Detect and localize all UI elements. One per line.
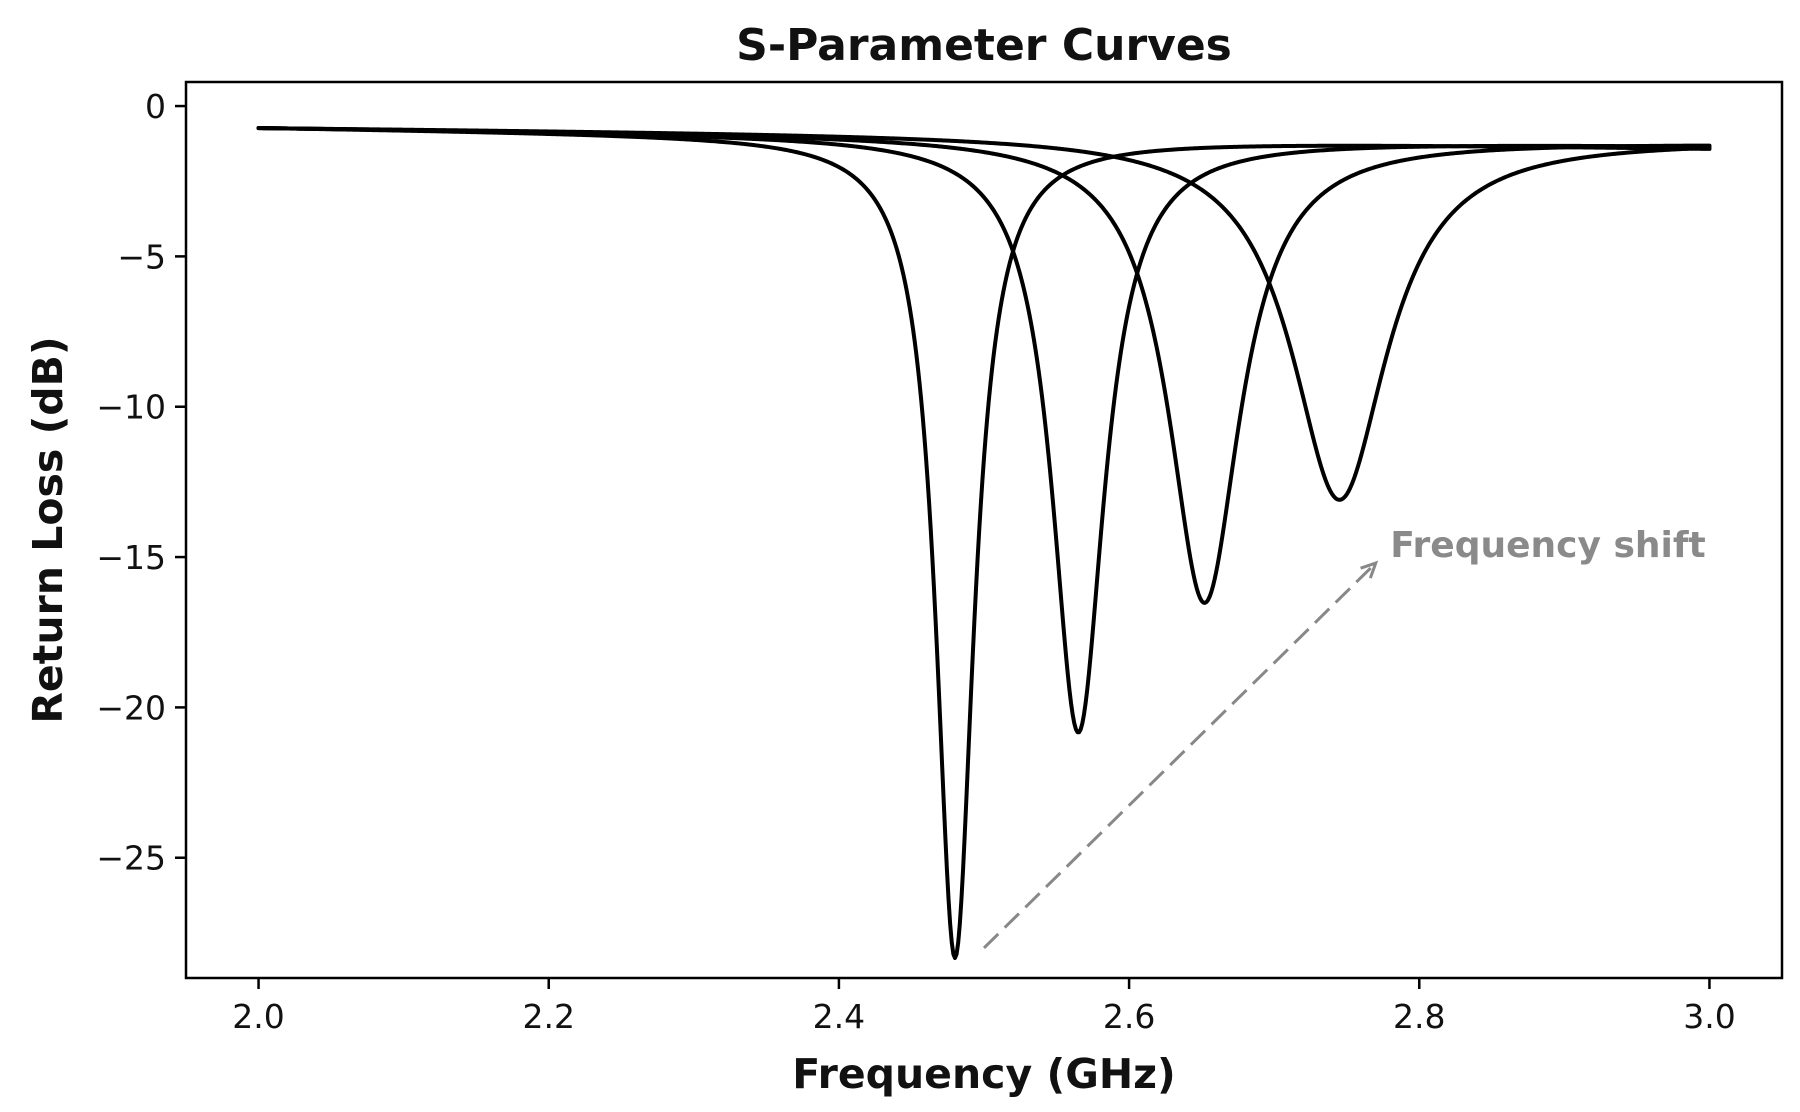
x-axis: 2.0 2.2 2.4 2.6 2.8 3.0 — [232, 978, 1736, 1036]
y-tick-label: −20 — [96, 688, 166, 727]
plot-frame — [184, 80, 1784, 980]
x-tick-label: 2.6 — [1103, 997, 1155, 1036]
chart-title: S-Parameter Curves — [736, 20, 1232, 71]
y-tick-label: −15 — [96, 538, 166, 577]
frequency-shift-arrowhead — [1360, 560, 1379, 579]
series-curve-4 — [256, 126, 1712, 502]
y-axis: 0 −5 −10 −15 −20 −25 — [96, 87, 186, 878]
frequency-shift-label: Frequency shift — [1390, 525, 1706, 566]
y-tick-label: −10 — [96, 388, 166, 427]
x-tick-label: 2.8 — [1393, 997, 1445, 1036]
y-tick-label: −25 — [96, 839, 166, 878]
curves-group — [256, 126, 1712, 961]
frequency-shift-arrow — [982, 562, 1377, 950]
x-tick-label: 2.0 — [232, 997, 284, 1036]
series-curve-2 — [256, 126, 1712, 735]
annotation-group: Frequency shift — [982, 525, 1706, 950]
x-tick-label: 3.0 — [1683, 997, 1735, 1036]
y-tick-label: 0 — [145, 87, 166, 126]
x-tick-label: 2.4 — [813, 997, 865, 1036]
x-axis-label: Frequency (GHz) — [792, 1050, 1176, 1098]
x-tick-label: 2.2 — [522, 997, 574, 1036]
y-axis-label: Return Loss (dB) — [24, 336, 72, 723]
y-tick-label: −5 — [117, 237, 166, 276]
